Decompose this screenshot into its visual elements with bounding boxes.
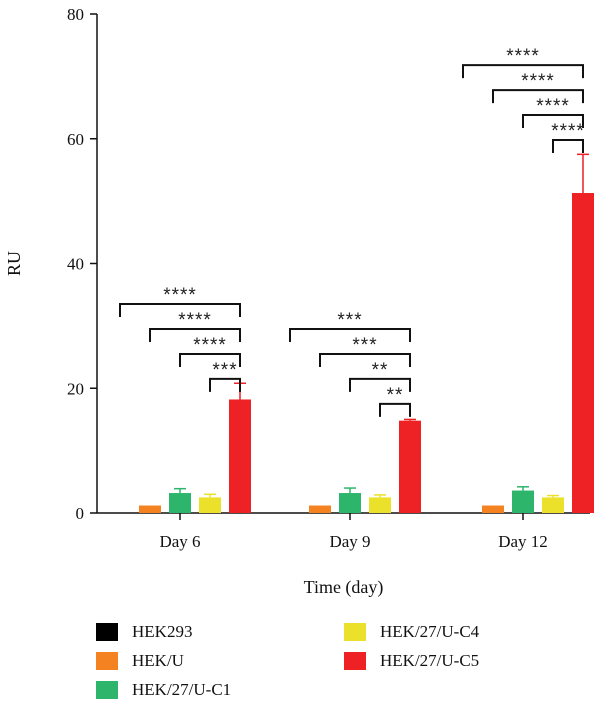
bar-1-0 <box>139 506 161 513</box>
y-tick-label-80: 80 <box>67 5 84 24</box>
significance-label-1: **** <box>178 310 212 331</box>
significance-label-0: **** <box>163 285 197 306</box>
significance-label-4: *** <box>337 310 362 331</box>
significance-label-10: **** <box>536 96 570 117</box>
y-tick-label-60: 60 <box>67 130 84 149</box>
bar-3-1 <box>369 497 391 513</box>
y-tick-label-20: 20 <box>67 379 84 398</box>
bar-4-0 <box>229 399 251 513</box>
significance-label-3: *** <box>212 360 237 381</box>
significance-label-9: **** <box>521 71 555 92</box>
y-axis-title: RU <box>4 251 24 276</box>
x-axis-title: Time (day) <box>304 577 384 598</box>
legend-label-hek-27-u-c5: HEK/27/U-C5 <box>380 651 479 671</box>
legend-swatch-hek-27-u-c1 <box>96 681 118 699</box>
significance-label-8: **** <box>506 46 540 67</box>
bar-2-1 <box>339 493 361 513</box>
legend-label-hek-27-u-c4: HEK/27/U-C4 <box>380 622 479 642</box>
bar-1-2 <box>482 506 504 513</box>
x-tick-label-0: Day 6 <box>159 532 200 551</box>
y-tick-label-0: 0 <box>76 504 85 523</box>
bar-3-2 <box>542 497 564 513</box>
significance-label-6: ** <box>372 360 389 381</box>
legend-item-hek-27-u-c1: HEK/27/U-C1 <box>96 680 231 700</box>
legend-item-hek-27-u-c5: HEK/27/U-C5 <box>344 651 479 671</box>
bar-4-1 <box>399 421 421 513</box>
significance-label-5: *** <box>352 335 377 356</box>
x-tick-label-1: Day 9 <box>329 532 370 551</box>
legend-swatch-hek-27-u-c4 <box>344 623 366 641</box>
legend-item-hek-u: HEK/U <box>96 651 184 671</box>
bar-1-1 <box>309 506 331 513</box>
bar-2-0 <box>169 493 191 513</box>
significance-label-2: **** <box>193 335 227 356</box>
legend-item-hek-27-u-c4: HEK/27/U-C4 <box>344 622 479 642</box>
bar-4-2 <box>572 193 594 513</box>
legend-label-hek-u: HEK/U <box>132 651 184 671</box>
legend-item-hek293: HEK293 <box>96 622 192 642</box>
y-tick-label-40: 40 <box>67 255 84 274</box>
bar-3-0 <box>199 497 221 513</box>
legend: HEK293 HEK/U HEK/27/U-C1 HEK/27/U-C4 HEK… <box>96 618 576 704</box>
legend-swatch-hek-u <box>96 652 118 670</box>
x-tick-label-2: Day 12 <box>498 532 548 551</box>
significance-label-11: **** <box>551 121 585 142</box>
legend-swatch-hek-27-u-c5 <box>344 652 366 670</box>
legend-label-hek-27-u-c1: HEK/27/U-C1 <box>132 680 231 700</box>
bar-2-2 <box>512 491 534 513</box>
legend-swatch-hek293 <box>96 623 118 641</box>
significance-label-7: ** <box>387 385 404 406</box>
legend-label-hek293: HEK293 <box>132 622 192 642</box>
